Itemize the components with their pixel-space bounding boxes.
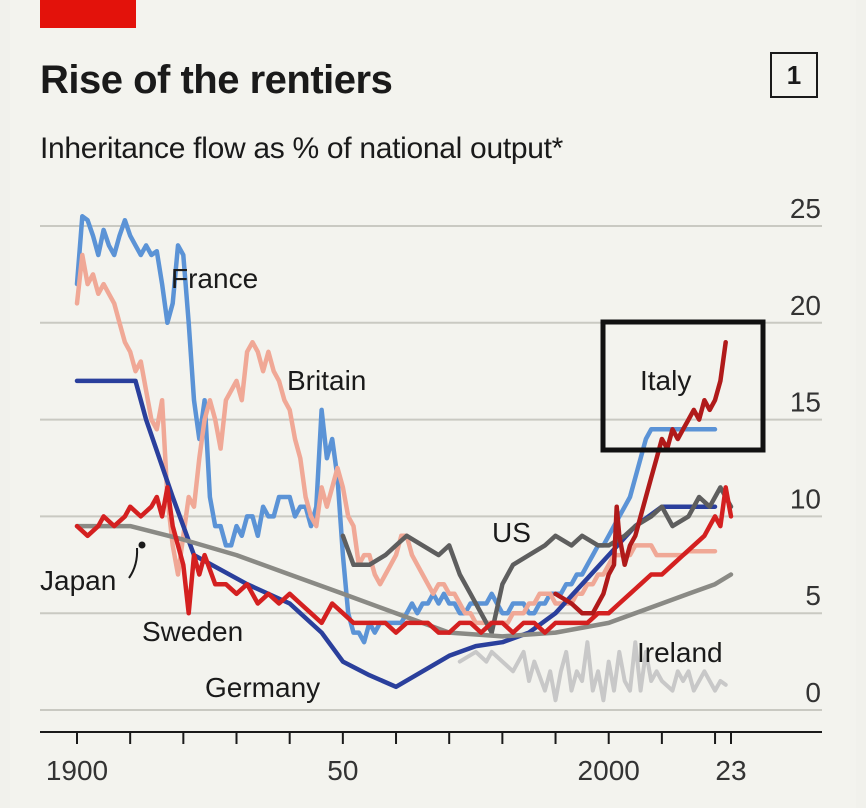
series-line-italy: [553, 339, 728, 616]
series-label-us: US: [492, 517, 531, 548]
x-axis: 1900 50 2000 23: [40, 731, 822, 786]
series-line-france: [74, 214, 718, 645]
x-tick-label-2000: 2000: [578, 755, 640, 786]
x-tick-label-1950: 50: [327, 755, 358, 786]
series-line-sweden: [74, 485, 734, 635]
series-label-britain: Britain: [287, 365, 366, 396]
chart-title: Rise of the rentiers: [40, 58, 393, 102]
y-tick-label-0: 0: [805, 677, 821, 708]
series-label-france: France: [171, 263, 258, 294]
y-tick-label-5: 5: [805, 580, 821, 611]
japan-label-pointer: [128, 547, 139, 579]
series-lines: [74, 214, 734, 703]
series-line-us: [340, 485, 734, 635]
series-label-japan: Japan: [40, 565, 116, 596]
y-axis-ticks: 0 5 10 15 20 25: [790, 193, 821, 708]
series-label-ireland: Ireland: [637, 637, 723, 668]
series-label-sweden: Sweden: [142, 616, 243, 647]
series-labels: France Britain Germany US Japan Sweden Ireland…: [40, 263, 723, 703]
series-label-italy: Italy: [640, 365, 691, 396]
italy-highlight-box: [600, 319, 766, 453]
y-tick-label-20: 20: [790, 290, 821, 321]
gridlines: [40, 225, 822, 711]
series-line-britain: [74, 252, 718, 626]
brand-accent-bar: [40, 0, 136, 28]
y-tick-label-15: 15: [790, 387, 821, 418]
x-tick-label-1900: 1900: [46, 755, 108, 786]
chart-subtitle: Inheritance flow as % of national output…: [40, 132, 564, 165]
series-label-germany: Germany: [205, 672, 320, 703]
y-tick-label-25: 25: [790, 193, 821, 224]
series-line-germany: [74, 378, 718, 690]
series-line-ireland: [457, 640, 728, 703]
japan-pointer-dot: [138, 541, 146, 549]
y-tick-label-10: 10: [790, 483, 821, 514]
chart-number-badge: 1: [770, 52, 818, 98]
x-tick-label-2023: 23: [715, 755, 746, 786]
